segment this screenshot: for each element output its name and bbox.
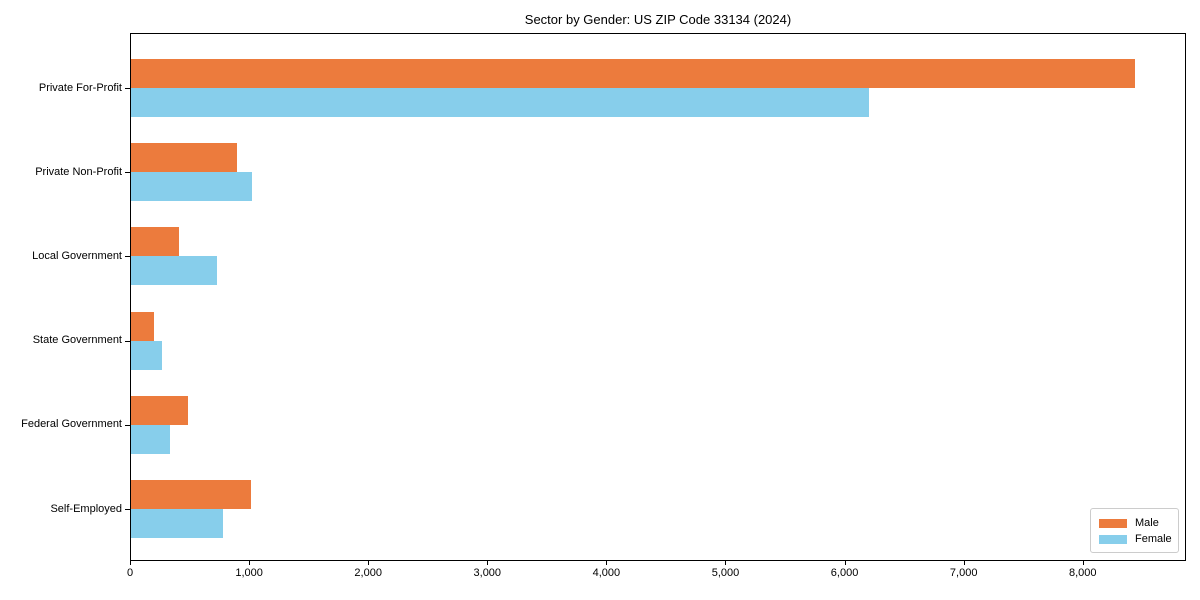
x-axis-tick-label-5000: 5,000	[711, 567, 740, 579]
x-axis-tick-2000	[368, 561, 370, 565]
y-axis-label-state-government: State Government	[32, 334, 122, 347]
legend-entry-female: Female	[1099, 531, 1172, 547]
bar-female-private-for-profit	[131, 88, 869, 117]
bar-male-private-non-profit	[131, 143, 237, 173]
bar-male-state-government	[131, 311, 154, 341]
bar-male-local-government	[131, 227, 179, 257]
x-axis-tick-label-1000: 1,000	[235, 567, 263, 579]
bar-female-self-employed	[131, 509, 223, 538]
legend-swatch-female	[1099, 534, 1127, 544]
y-axis-tick-local-government	[125, 256, 130, 258]
y-axis-tick-self-employed	[125, 509, 130, 510]
x-axis-tick-7000	[963, 561, 965, 565]
bar-female-local-government	[131, 256, 217, 286]
y-axis-label-private-for-profit: Private For-Profit	[38, 81, 122, 94]
chart-title: Sector by Gender: US ZIP Code 33134 (202…	[524, 12, 792, 27]
x-axis-tick-label-7000: 7,000	[949, 567, 978, 579]
legend-swatch-male	[1099, 518, 1127, 528]
y-axis-tick-private-for-profit	[125, 88, 130, 89]
x-axis-tick-6000	[844, 561, 846, 565]
x-axis-tick-4000	[606, 561, 608, 565]
x-axis-tick-1000	[249, 561, 251, 565]
y-axis-label-private-non-profit: Private Non-Profit	[35, 165, 122, 178]
bar-female-federal-government	[131, 424, 170, 454]
x-axis-tick-8000	[1082, 561, 1084, 565]
bar-male-self-employed	[131, 480, 251, 509]
x-axis-tick-0	[130, 561, 131, 565]
y-axis-label-local-government: Local Government	[32, 249, 122, 262]
y-axis-tick-state-government	[125, 340, 130, 342]
bar-male-private-for-profit	[131, 59, 1135, 88]
plot-area	[130, 33, 1186, 561]
legend-label-female: Female	[1135, 533, 1172, 545]
y-axis-label-federal-government: Federal Government	[21, 418, 122, 431]
bar-female-private-non-profit	[131, 172, 252, 202]
legend-entry-male: Male	[1099, 515, 1170, 531]
legend: Male Female	[1090, 508, 1179, 553]
x-axis-tick-3000	[487, 561, 489, 565]
y-axis-tick-private-non-profit	[125, 172, 130, 174]
y-axis-tick-federal-government	[125, 424, 130, 426]
x-axis-tick-label-3000: 3,000	[473, 567, 502, 579]
x-axis-tick-label-8000: 8,000	[1069, 567, 1097, 579]
x-axis-tick-label-4000: 4,000	[592, 567, 621, 579]
x-axis-tick-label-2000: 2,000	[354, 567, 382, 579]
x-axis-tick-label-0: 0	[126, 567, 134, 579]
bar-female-state-government	[131, 340, 162, 370]
y-axis-label-self-employed: Self-Employed	[50, 502, 122, 515]
x-axis-tick-label-6000: 6,000	[830, 567, 859, 579]
x-axis-tick-5000	[725, 561, 727, 565]
bar-male-federal-government	[131, 395, 188, 425]
legend-label-male: Male	[1135, 517, 1159, 529]
